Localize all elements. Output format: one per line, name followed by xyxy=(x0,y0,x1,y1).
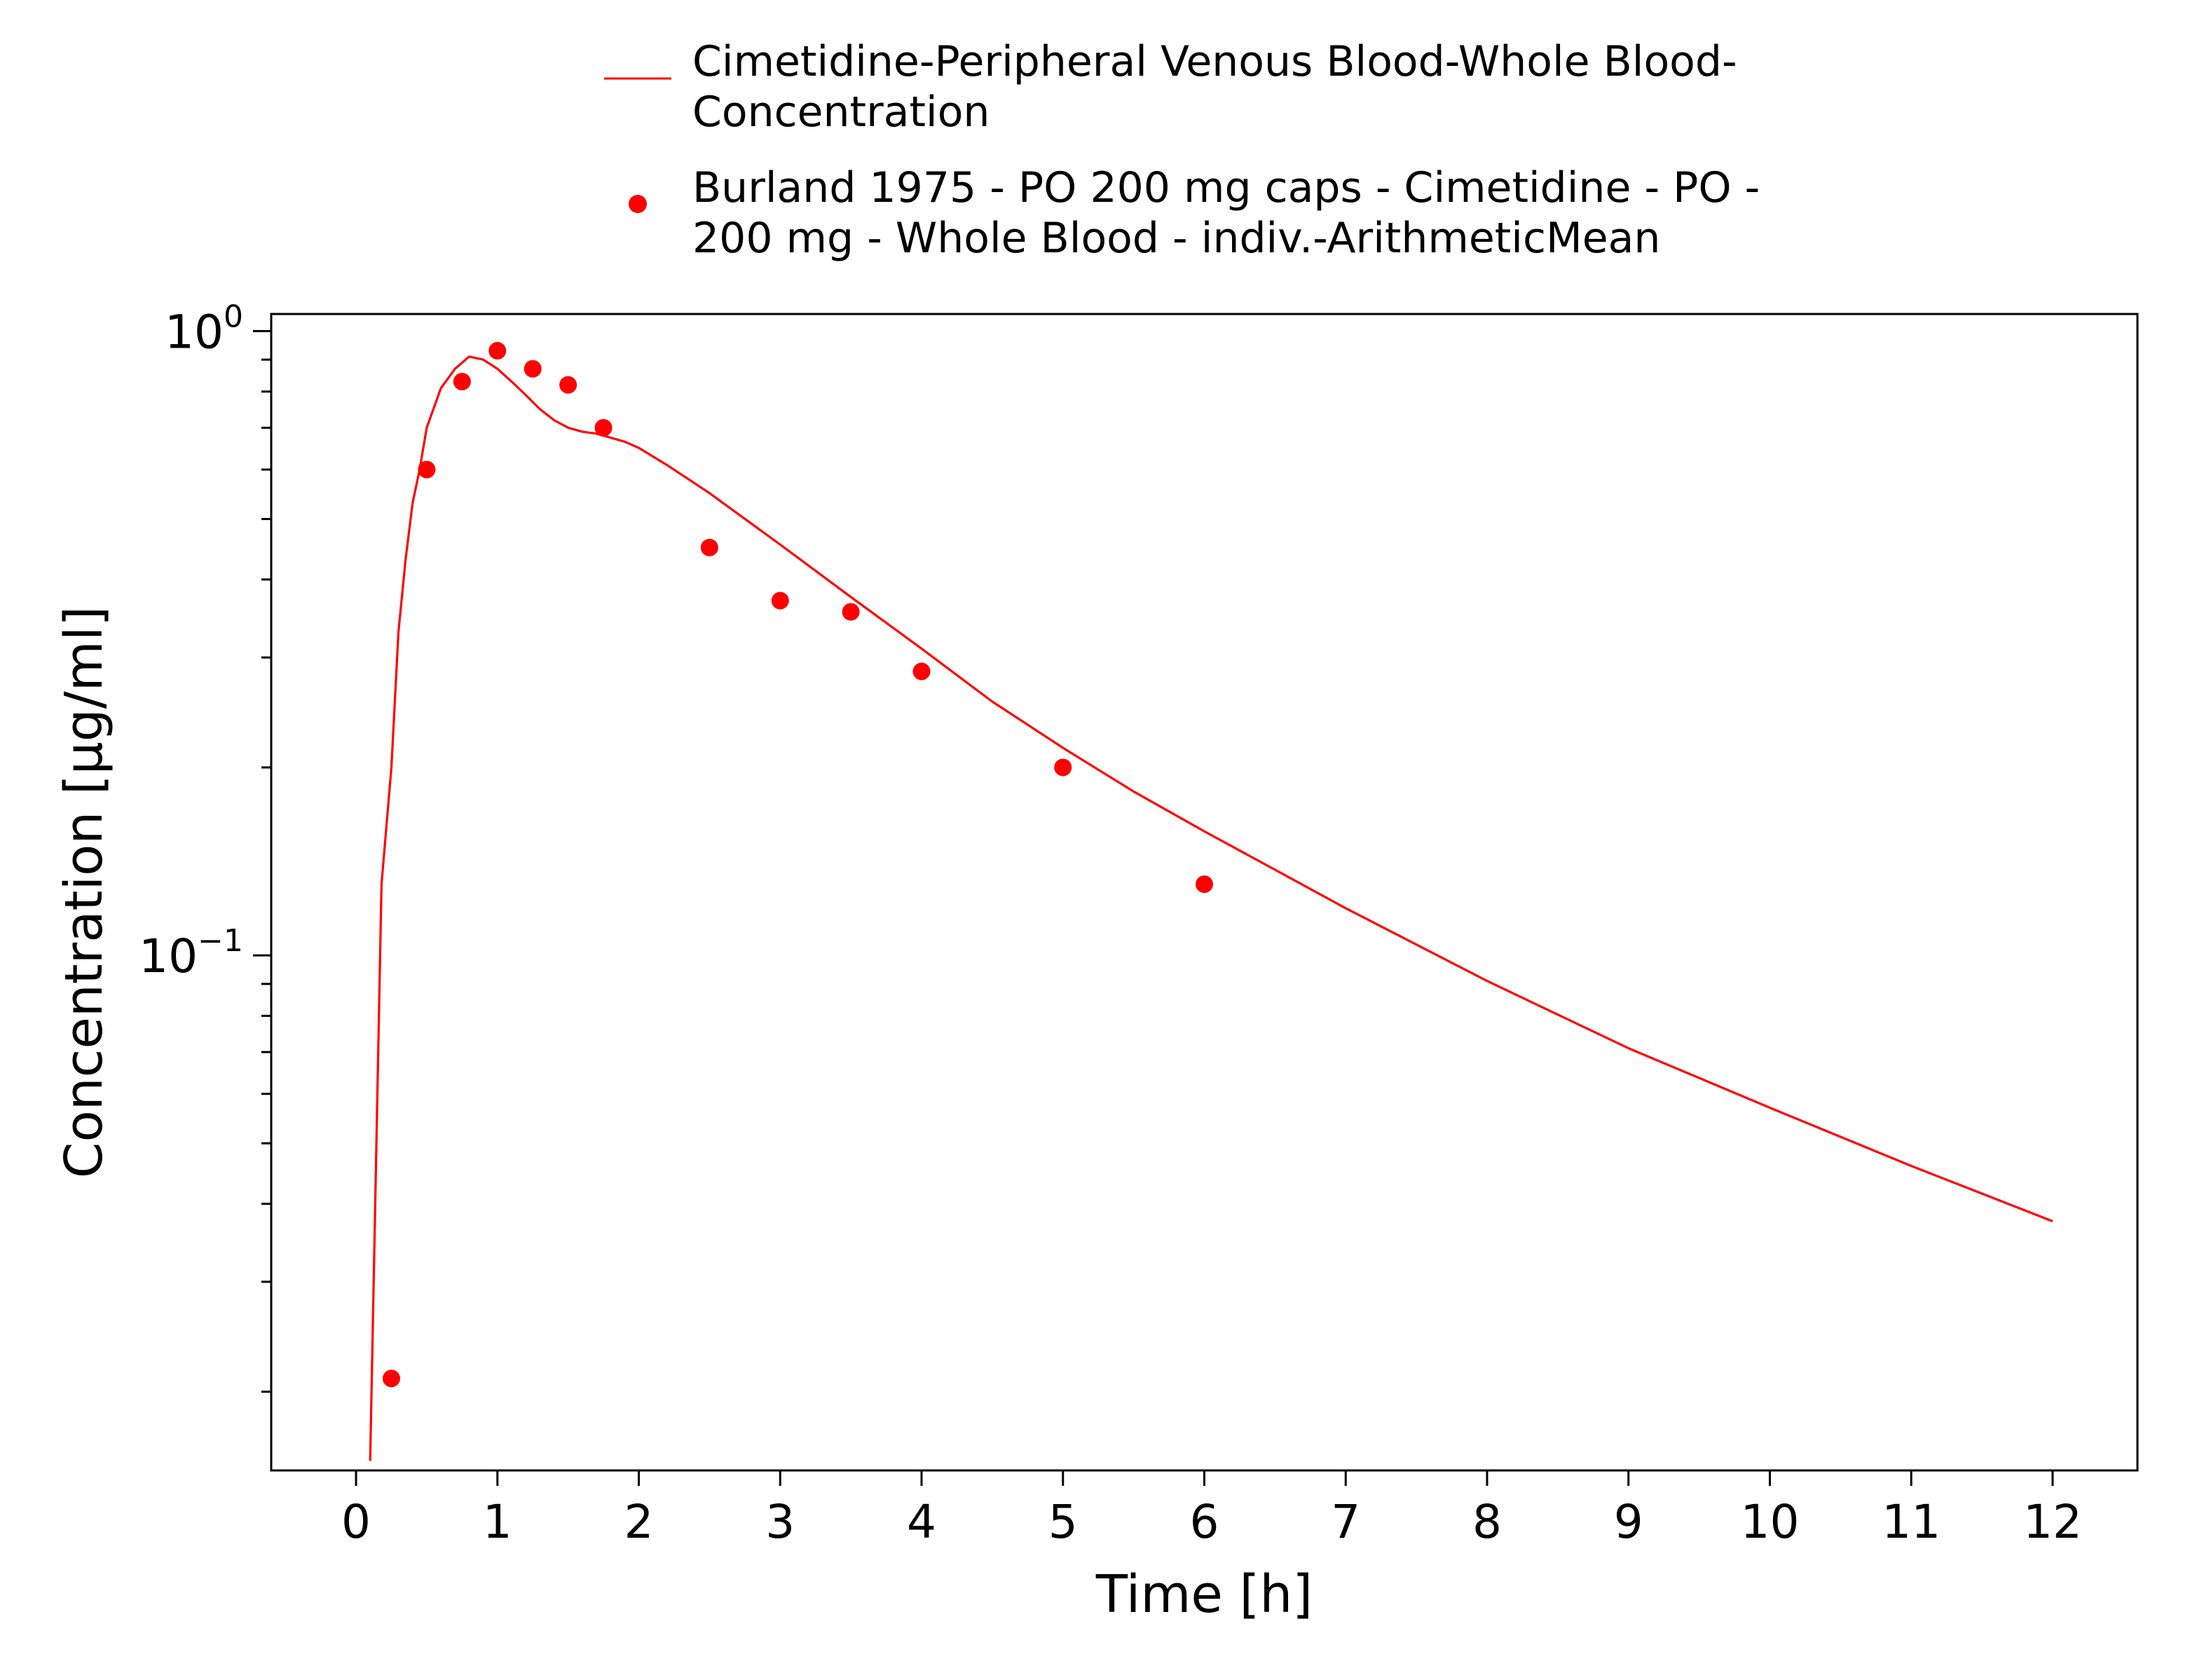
legend xyxy=(604,77,671,213)
x-tick-label: 5 xyxy=(1048,1495,1078,1549)
observed-data-point xyxy=(594,418,612,437)
observed-data-point xyxy=(1196,875,1213,894)
observed-data-point xyxy=(488,341,507,360)
x-tick-label: 11 xyxy=(1882,1495,1941,1549)
observed-data-point xyxy=(842,603,860,621)
legend-dot-swatch xyxy=(629,195,647,213)
observed-data-point xyxy=(523,360,542,378)
x-tick-label: 1 xyxy=(483,1495,512,1549)
observed-data-point xyxy=(700,538,718,556)
plot-marks xyxy=(369,341,2053,1461)
observed-data-point xyxy=(382,1370,400,1388)
x-axis: 0 1 2 3 4 5 6 7 8 9 10 11 12 xyxy=(341,1470,2082,1549)
y-tick-exponent: 0 xyxy=(224,299,243,334)
y-tick-base: 10 xyxy=(165,305,224,359)
observed-data-point xyxy=(418,460,436,479)
y-tick-base: 10 xyxy=(139,929,198,983)
series-line-simulation xyxy=(369,355,2053,1461)
x-tick-label: 10 xyxy=(1740,1495,1799,1549)
observed-data-point xyxy=(771,592,789,610)
y-tick-label: 100 xyxy=(165,299,243,359)
x-tick-label: 4 xyxy=(907,1495,936,1549)
y-axis-title: Concentration [µg/ml] xyxy=(54,606,114,1178)
x-tick-label: 12 xyxy=(2023,1495,2082,1549)
y-tick-label: 10−1 xyxy=(139,923,243,983)
x-tick-label: 0 xyxy=(341,1495,371,1549)
x-tick-label: 8 xyxy=(1472,1495,1502,1549)
observed-data-point xyxy=(1054,758,1072,777)
observed-data-point xyxy=(912,662,931,681)
x-tick-label: 6 xyxy=(1190,1495,1219,1549)
legend-entry-observed: Burland 1975 - PO 200 mg caps - Cimetidi… xyxy=(692,163,1760,263)
observed-data-point xyxy=(453,372,471,390)
y-tick-exponent: −1 xyxy=(198,923,243,959)
x-tick-label: 2 xyxy=(624,1495,654,1549)
x-tick-label: 7 xyxy=(1331,1495,1360,1549)
x-axis-title: Time [h] xyxy=(1095,1564,1313,1625)
x-tick-label: 3 xyxy=(765,1495,795,1549)
x-tick-label: 9 xyxy=(1614,1495,1643,1549)
legend-entry-simulation: Cimetidine-Peripheral Venous Blood-Whole… xyxy=(692,37,1737,137)
observed-data-point xyxy=(559,376,577,394)
